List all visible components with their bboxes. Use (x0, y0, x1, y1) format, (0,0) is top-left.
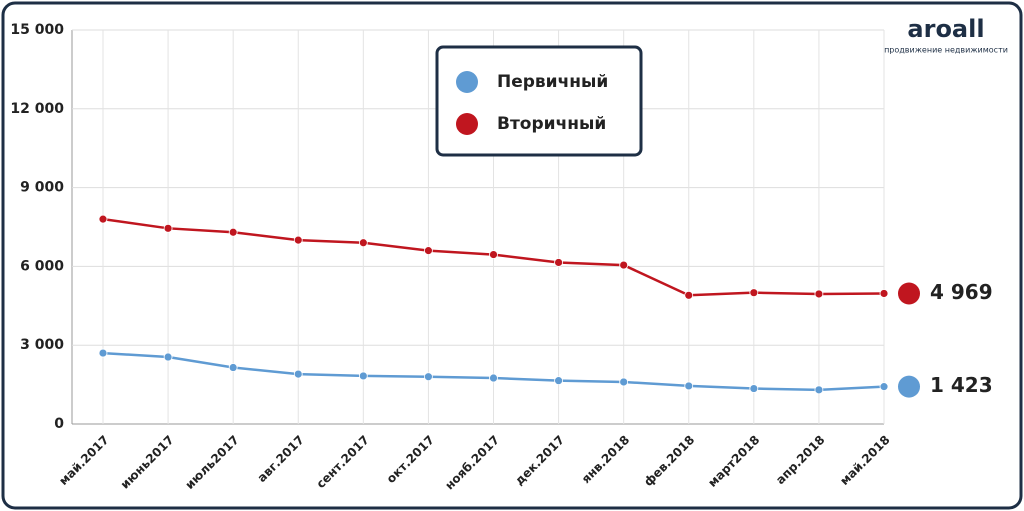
legend-marker (456, 113, 478, 135)
logo: aroall (907, 15, 984, 43)
end-marker (898, 282, 920, 305)
y-tick-label: 9 000 (20, 180, 64, 196)
point (293, 235, 303, 245)
point (684, 290, 694, 300)
point (228, 363, 238, 372)
point (749, 288, 759, 298)
point (619, 260, 629, 270)
point (879, 289, 889, 298)
y-tick-label: 12 000 (10, 101, 64, 117)
legend-label: Первичный (497, 72, 608, 92)
point (424, 372, 433, 382)
point (554, 258, 563, 267)
point (489, 373, 498, 383)
point (98, 214, 108, 224)
point (424, 246, 433, 256)
point (98, 348, 108, 358)
value-label: 4 969 (930, 280, 993, 304)
point (684, 381, 694, 391)
point (163, 223, 173, 233)
legend-marker (456, 71, 478, 93)
y-tick-label: 15 000 (10, 22, 64, 38)
point (749, 384, 759, 393)
point (358, 238, 368, 248)
y-tick-label: 6 000 (20, 258, 64, 274)
end-marker (898, 375, 920, 398)
point (879, 382, 889, 392)
y-tick-label: 0 (54, 416, 64, 432)
point (293, 369, 303, 379)
point (163, 352, 173, 362)
point (814, 289, 824, 299)
point (228, 227, 238, 237)
point (619, 377, 629, 387)
value-label: 1 423 (930, 373, 993, 397)
point (358, 371, 368, 381)
point (489, 250, 498, 259)
logo-tagline: продвижение недвижимости (884, 46, 1008, 55)
point (554, 376, 563, 386)
legend-label: Вторичный (497, 114, 606, 134)
legend-box (435, 45, 643, 157)
y-tick-label: 3 000 (20, 337, 64, 353)
point (814, 385, 824, 395)
